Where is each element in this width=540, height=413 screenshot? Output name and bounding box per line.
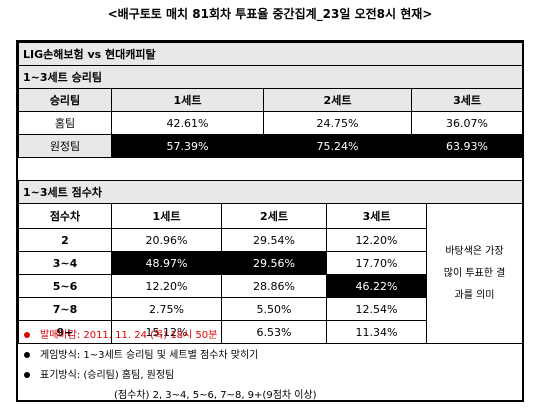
bullet — [24, 332, 30, 338]
cell: 57.39% — [111, 134, 264, 158]
row-label: 원정팀 — [18, 134, 112, 158]
row-label: 2 — [18, 228, 112, 252]
cell: 24.75% — [263, 111, 412, 135]
note: 게임방식: 1~3세트 승리팀 및 세트별 점수차 맞히기 — [24, 346, 317, 366]
header-cell: 점수차 — [18, 203, 112, 229]
note-text: (점수차) 2, 3~4, 5~6, 7~8, 9+(9점차 이상) — [114, 390, 317, 401]
row: 홈팀 42.61% 24.75% 36.07% — [18, 111, 524, 135]
section-title: 1~3세트 점수차 — [17, 180, 524, 204]
row: 1~3세트 점수차 — [17, 180, 524, 204]
header-cell: 1세트 — [111, 203, 222, 229]
header-cell: 승리팀 — [18, 88, 112, 112]
row-label: 7~8 — [18, 297, 112, 321]
note-text: 표기방식: (승리팀) 홈팀, 원정팀 — [40, 370, 175, 381]
row: 9+ 15.12% 6.53% 11.34% — [18, 320, 523, 344]
bullet — [24, 352, 30, 358]
cell: 48.97% — [111, 251, 222, 275]
cell: 2.75% — [111, 297, 222, 321]
header-cell: 1세트 — [111, 88, 264, 112]
cell: 63.93% — [410, 134, 524, 158]
cell: 17.70% — [326, 251, 427, 275]
winner-table: LIG손해보험 vs 현대캐피탈 1~3세트 승리팀 승리팀 1세트 2세트 3세트 홈팀 4… — [17, 42, 524, 158]
match-title: LIG손해보험 vs 현대캐피탈 — [17, 42, 524, 66]
cell: 11.34% — [326, 320, 427, 344]
row-label: 9+ — [18, 320, 112, 344]
note: (점수차) 2, 3~4, 5~6, 7~8, 9+(9점차 이상) — [24, 386, 317, 406]
row: 7~8 2.75% 5.50% 12.54% — [18, 297, 523, 321]
cell: 42.61% — [111, 111, 264, 135]
note-line: 바탕색은 가장 — [445, 245, 504, 257]
cell: 29.54% — [221, 228, 327, 252]
cell: 6.53% — [221, 320, 327, 344]
bullet — [24, 372, 30, 378]
note-line: 과를 의미 — [454, 289, 495, 301]
note-text: 발매마감: 2011. 11. 24 (목) 18시 50분 — [40, 330, 218, 341]
note: 표기방식: (승리팀) 홈팀, 원정팀 — [24, 366, 317, 386]
cell: 15.12% — [111, 320, 222, 344]
cell: 12.20% — [326, 228, 427, 252]
row: 원정팀 57.39% 75.24% 63.93% — [18, 134, 524, 158]
note-text: 게임방식: 1~3세트 승리팀 및 세트별 점수차 맞히기 — [40, 350, 259, 361]
row-label: 5~6 — [18, 274, 112, 298]
cell: 12.20% — [111, 274, 222, 298]
header-cell: 2세트 — [263, 88, 412, 112]
cell: 20.96% — [111, 228, 222, 252]
row: 5~6 12.20% 28.86% 46.22% — [18, 274, 523, 298]
cell: 46.22% — [326, 274, 427, 298]
cell: 28.86% — [221, 274, 327, 298]
row: LIG손해보험 vs 현대캐피탈 — [17, 42, 524, 66]
section-title: 1~3세트 승리팀 — [17, 65, 524, 89]
header-cell: 3세트 — [326, 203, 427, 229]
cell: 75.24% — [263, 134, 412, 158]
note-line: 많이 투표한 결 — [443, 267, 506, 279]
note: 발매마감: 2011. 11. 24 (목) 18시 50분 — [24, 326, 317, 346]
row-label: 3~4 — [18, 251, 112, 275]
header-cell: 3세트 — [410, 88, 524, 112]
cell: 29.56% — [221, 251, 327, 275]
title: <배구토토 매치 81회차 투표율 중간집계_23일 오전8시 현재> — [107, 7, 433, 21]
row-label: 홈팀 — [18, 111, 112, 135]
header-cell: 2세트 — [221, 203, 327, 229]
row: 1~3세트 승리팀 — [17, 65, 524, 89]
cell: 36.07% — [410, 111, 524, 135]
frame: LIG손해보험 vs 현대캐피탈 1~3세트 승리팀 승리팀 1세트 2세트 3세트 홈팀 4… — [16, 40, 524, 402]
cell: 12.54% — [326, 297, 427, 321]
header-row: 승리팀 1세트 2세트 3세트 — [18, 88, 524, 112]
cell: 5.50% — [221, 297, 327, 321]
